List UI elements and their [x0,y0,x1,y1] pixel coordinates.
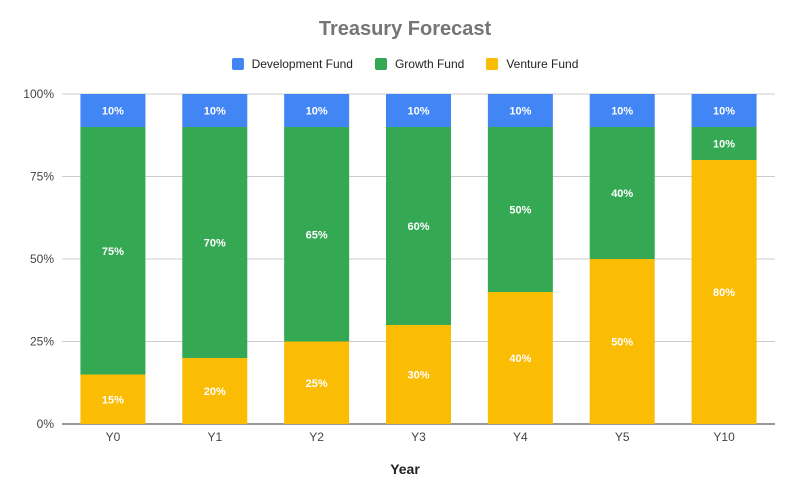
bar-segment [182,358,248,424]
data-label: 10% [102,106,124,118]
bar-segment [284,127,350,342]
bar-segment [589,259,655,424]
bar-segment [80,374,146,424]
data-label: 75% [102,246,124,258]
bar-segment [182,94,248,127]
legend-swatch-growth [374,58,387,70]
data-label: 10% [509,106,531,118]
y-tick-label: 100% [23,87,54,101]
data-label: 20% [204,386,226,398]
x-tick-label: Y2 [309,430,324,444]
bar-segment [80,94,146,127]
bar-segment [691,127,757,160]
x-tick-label: Y10 [713,430,735,444]
data-label: 10% [611,106,633,118]
legend-item-development[interactable]: Development Fund [231,57,353,71]
x-tick-label: Y1 [207,430,222,444]
data-label: 40% [611,188,633,200]
bar-segment [691,160,757,424]
data-label: 15% [102,394,124,406]
bar-segment [80,127,146,375]
bar-segment [487,292,553,424]
data-label: 30% [407,370,429,382]
x-tick-label: Y4 [513,430,528,444]
bar-segment [284,341,350,424]
y-tick-label: 50% [30,252,54,266]
bar-segment [386,94,451,127]
legend-swatch-development [231,58,244,70]
x-axis-title: Year [390,461,420,477]
y-tick-label: 0% [37,417,55,431]
data-label: 60% [407,221,429,233]
y-tick-label: 25% [30,335,54,349]
x-tick-label: Y3 [411,430,426,444]
data-label: 40% [509,353,531,365]
bar-segment [589,127,655,259]
legend-item-growth[interactable]: Growth Fund [374,57,465,71]
bar-segment [691,94,757,127]
data-label: 50% [509,205,531,217]
bar-segment [487,94,553,127]
bar-segment [386,127,451,325]
legend-item-venture[interactable]: Venture Fund [486,57,578,71]
data-label: 65% [306,229,328,241]
chart-title: Treasury Forecast [318,18,492,40]
bar-segment [487,127,553,292]
y-tick-label: 75% [30,170,54,184]
x-tick-label: Y5 [615,430,630,444]
legend-label-development: Development Fund [251,57,353,71]
bar-segment [589,94,655,127]
legend-swatch-venture [486,58,499,70]
legend-label-growth: Growth Fund [394,57,465,71]
data-label: 25% [306,378,328,390]
data-label: 80% [713,287,735,299]
data-label: 50% [611,337,633,349]
data-label: 10% [713,106,735,118]
bar-segment [386,325,451,424]
x-tick-label: Y0 [106,430,121,444]
legend: Development Fund Growth Fund Venture Fun… [0,57,810,71]
data-label: 10% [204,106,226,118]
bar-segment [182,127,248,358]
bar-segment [284,94,350,127]
data-label: 10% [407,106,429,118]
legend-label-venture: Venture Fund [506,57,579,71]
data-label: 70% [204,238,226,250]
data-label: 10% [713,139,735,151]
data-label: 10% [306,106,328,118]
